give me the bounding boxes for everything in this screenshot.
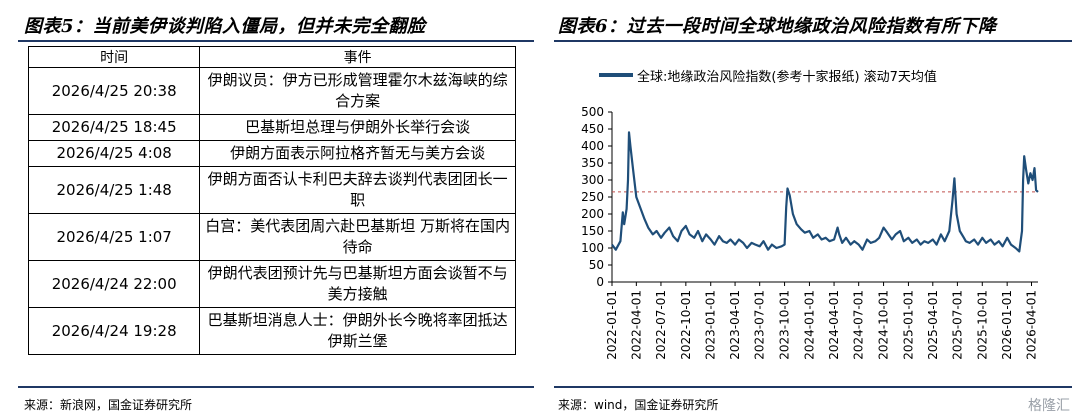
x-tick-label: 2023-04-01 (728, 290, 742, 360)
x-tick-label: 2022-01-01 (605, 290, 619, 360)
y-tick-label: 250 (581, 190, 604, 204)
row-event: 白宫：美代表团周六赴巴基斯坦 万斯将在国内待命 (199, 213, 516, 261)
x-tick-label: 2023-07-01 (753, 290, 767, 360)
row-time: 2026/4/25 20:38 (27, 67, 201, 115)
table-row: 2026/4/25 1:07 白宫：美代表团周六赴巴基斯坦 万斯将在国内待命 (27, 213, 516, 261)
left-title-rule (18, 40, 534, 42)
right-source-rule (554, 386, 1072, 388)
left-source-rule (18, 386, 534, 388)
table-row: 2026/4/24 19:28 巴基斯坦消息人士：伊朗外长今晚将率团抵达伊斯兰堡 (27, 307, 516, 355)
x-tick-label: 2022-07-01 (654, 290, 668, 360)
x-tick-label: 2024-04-01 (827, 290, 841, 360)
row-time: 2026/4/24 22:00 (27, 260, 201, 308)
table-row: 2026/4/25 18:45 巴基斯坦总理与伊朗外长举行会谈 (27, 114, 516, 141)
x-tick-label: 2026-04-01 (1025, 290, 1039, 360)
left-source-note: 来源：新浪网，国金证券研究所 (24, 398, 193, 412)
event-table: 时间 事件 2026/4/25 20:38 伊朗议员：伊方已形成管理霍尔木兹海峡… (27, 46, 516, 355)
x-tick-label: 2024-07-01 (852, 290, 866, 360)
x-tick-label: 2024-01-01 (802, 290, 816, 360)
y-tick-label: 0 (596, 275, 604, 289)
y-tick-label: 300 (581, 173, 604, 187)
row-event: 伊朗方面否认卡利巴夫辞去谈判代表团团长一职 (199, 166, 516, 214)
x-tick-label: 2025-01-01 (901, 290, 915, 360)
x-tick-label: 2025-04-01 (926, 290, 940, 360)
y-tick-label: 400 (581, 139, 604, 153)
y-tick-label: 100 (581, 241, 604, 255)
y-tick-label: 150 (581, 224, 604, 238)
table-header-row: 时间 事件 (27, 46, 516, 68)
legend-swatch (599, 73, 633, 77)
x-tick-label: 2024-10-01 (877, 290, 891, 360)
right-source-note: 来源：wind，国金证券研究所 (558, 398, 719, 412)
table-row: 2026/4/25 20:38 伊朗议员：伊方已形成管理霍尔木兹海峡的综合方案 (27, 67, 516, 115)
y-tick-label: 50 (589, 258, 604, 272)
table-row: 2026/4/25 4:08 伊朗方面表示阿拉格齐暂无与美方会谈 (27, 140, 516, 167)
legend-label: 全球:地缘政治风险指数(参考十家报纸) 滚动7天均值 (637, 69, 937, 85)
column-header-time: 时间 (27, 46, 201, 68)
x-tick-label: 2025-10-01 (975, 290, 989, 360)
row-event: 伊朗议员：伊方已形成管理霍尔木兹海峡的综合方案 (199, 67, 516, 115)
y-axis: 0 50 100 150 200 250 300 350 400 450 500 (581, 105, 613, 289)
x-tick-label: 2023-10-01 (778, 290, 792, 360)
x-tick-label: 2026-01-01 (1000, 290, 1014, 360)
row-event: 伊朗方面表示阿拉格齐暂无与美方会谈 (199, 140, 516, 167)
y-tick-label: 450 (581, 122, 604, 136)
y-tick-label: 350 (581, 156, 604, 170)
right-title-rule (554, 40, 1072, 42)
watermark-logo: 格隆汇 (1028, 398, 1070, 414)
chart-legend: 全球:地缘政治风险指数(参考十家报纸) 滚动7天均值 (599, 64, 937, 86)
series-line (611, 131, 1039, 253)
y-tick-label: 200 (581, 207, 604, 221)
row-time: 2026/4/25 18:45 (27, 114, 201, 141)
x-tick-label: 2022-04-01 (629, 290, 643, 360)
row-time: 2026/4/25 4:08 (27, 140, 201, 167)
x-tick-label: 2022-10-01 (679, 290, 693, 360)
series-group (611, 131, 1039, 253)
row-event: 巴基斯坦消息人士：伊朗外长今晚将率团抵达伊斯兰堡 (199, 307, 516, 355)
left-figure-title: 图表5：当前美伊谈判陷入僵局，但并未完全翻脸 (24, 16, 426, 37)
x-tick-label: 2025-07-01 (950, 290, 964, 360)
row-time: 2026/4/25 1:07 (27, 213, 201, 261)
table-row: 2026/4/24 22:00 伊朗代表团预计先与巴基斯坦方面会谈暂不与美方接触 (27, 260, 516, 308)
row-event: 巴基斯坦总理与伊朗外长举行会谈 (199, 114, 516, 141)
right-figure-title: 图表6：过去一段时间全球地缘政治风险指数有所下降 (558, 16, 997, 37)
row-event: 伊朗代表团预计先与巴基斯坦方面会谈暂不与美方接触 (199, 260, 516, 308)
row-time: 2026/4/25 1:48 (27, 166, 201, 214)
y-tick-label: 500 (581, 105, 604, 119)
column-header-event: 事件 (199, 46, 516, 68)
table-row: 2026/4/25 1:48 伊朗方面否认卡利巴夫辞去谈判代表团团长一职 (27, 166, 516, 214)
row-time: 2026/4/24 19:28 (27, 307, 201, 355)
x-axis: 2022-01-01 2022-04-01 2022-07-01 2022-10-01… (605, 281, 1039, 360)
x-tick-label: 2023-01-01 (704, 290, 718, 360)
